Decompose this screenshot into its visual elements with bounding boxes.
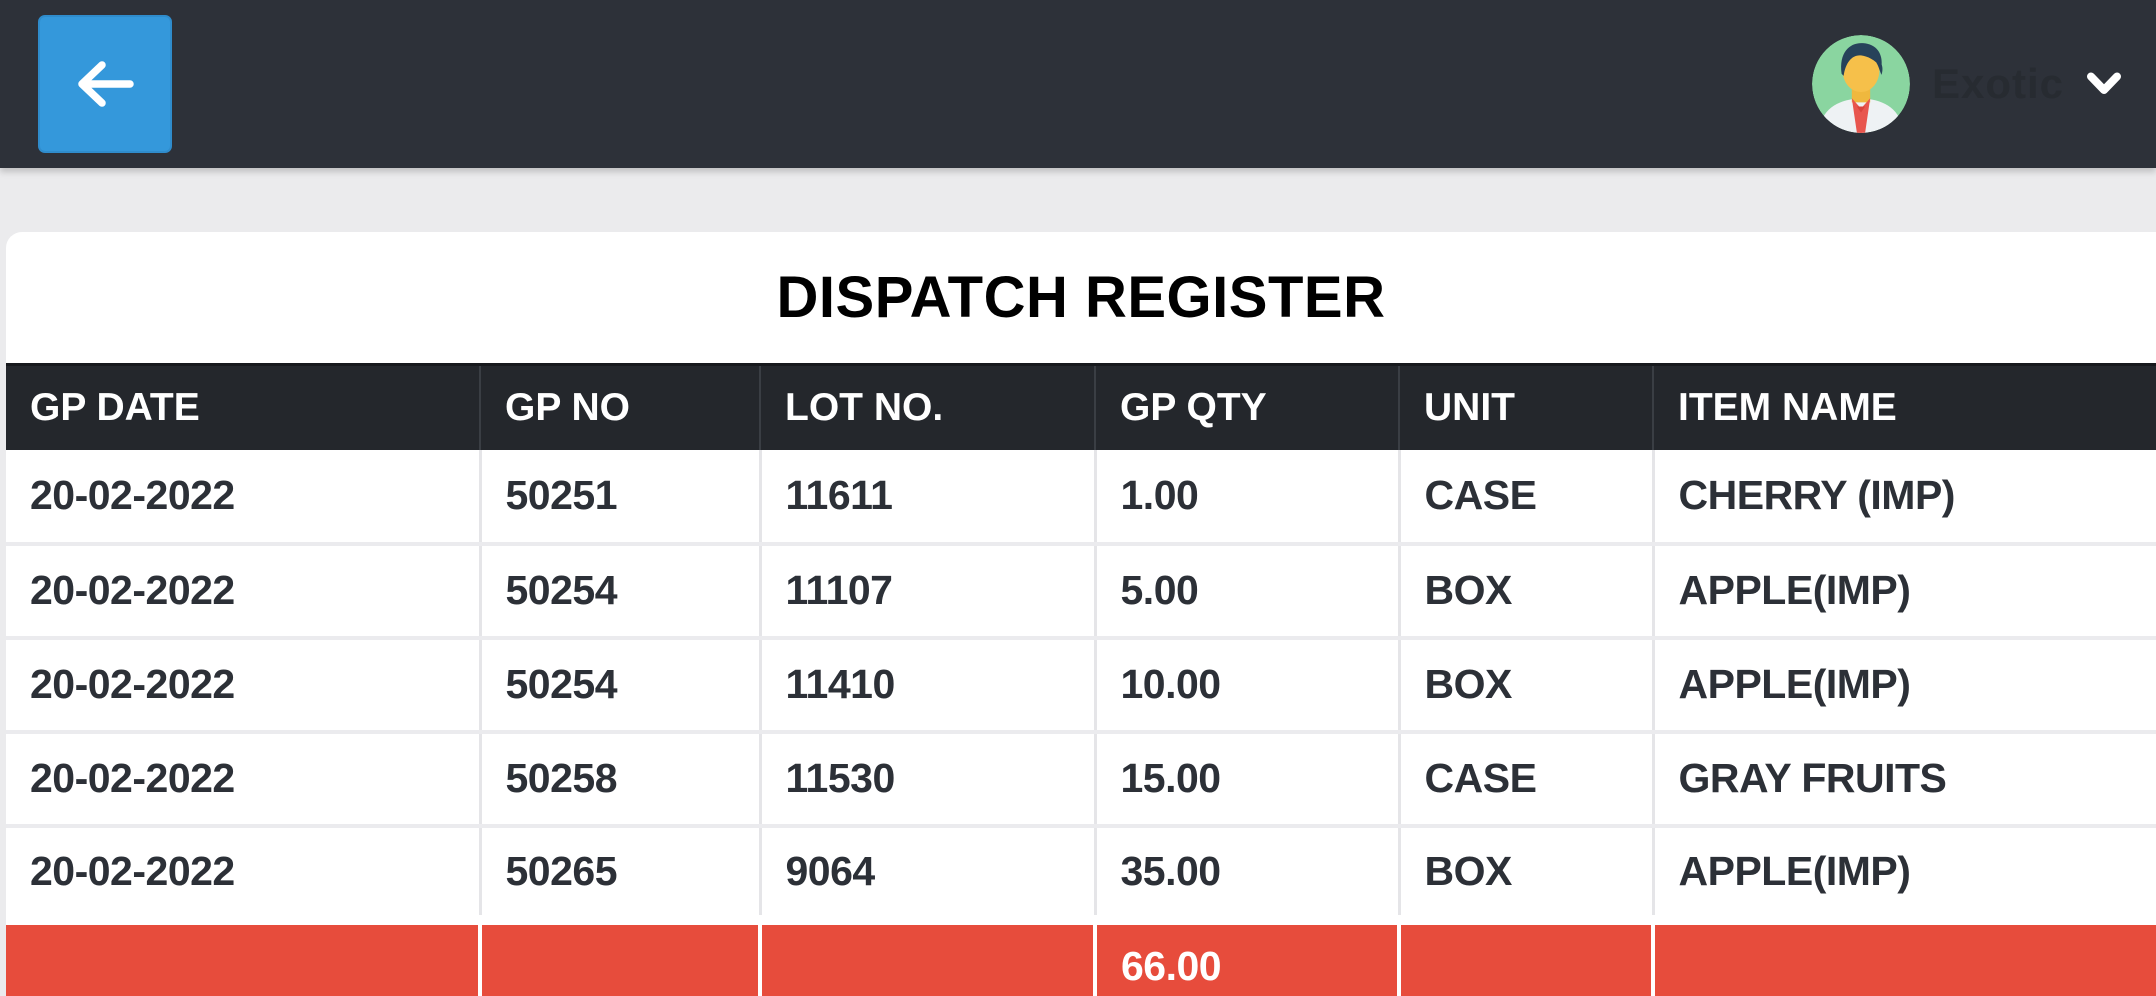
- cell-gp-date: 20-02-2022: [6, 637, 480, 734]
- total-row: 66.00: [6, 914, 2156, 996]
- cell-item-name: APPLE(IMP): [1651, 637, 2156, 734]
- page-title: DISPATCH REGISTER: [776, 265, 1386, 330]
- back-button[interactable]: [38, 15, 172, 153]
- dispatch-register-card: DISPATCH REGISTER GP DATE GP NO LOT NO. …: [6, 232, 2156, 996]
- table-header-row: GP DATE GP NO LOT NO. GP QTY UNIT ITEM N…: [6, 363, 2156, 450]
- cell-gp-no: 50254: [478, 543, 760, 640]
- total-cell-lot-no: [758, 914, 1095, 996]
- total-cell-item-name: [1651, 914, 2156, 996]
- cell-gp-qty: 1.00: [1093, 449, 1399, 546]
- table-row[interactable]: 20-02-2022 50254 11107 5.00 BOX APPLE(IM…: [6, 543, 2156, 640]
- user-menu-button[interactable]: [2078, 64, 2130, 104]
- cell-item-name: APPLE(IMP): [1651, 543, 2156, 640]
- column-header-gp-no[interactable]: GP NO: [479, 363, 760, 450]
- cell-lot-no: 11611: [758, 449, 1095, 546]
- column-header-gp-qty[interactable]: GP QTY: [1094, 363, 1399, 450]
- cell-unit: BOX: [1397, 543, 1653, 640]
- chevron-down-icon: [2086, 72, 2122, 96]
- cell-gp-date: 20-02-2022: [6, 731, 480, 828]
- cell-gp-date: 20-02-2022: [6, 449, 480, 546]
- column-header-gp-date[interactable]: GP DATE: [6, 363, 480, 450]
- cell-gp-no: 50254: [478, 637, 760, 734]
- top-navbar: Exotic: [0, 0, 2156, 168]
- total-cell-gp-no: [478, 914, 760, 996]
- title-bar: DISPATCH REGISTER: [6, 232, 2156, 363]
- user-avatar[interactable]: [1811, 35, 1910, 133]
- cell-gp-date: 20-02-2022: [6, 825, 480, 922]
- table-row[interactable]: 20-02-2022 50251 11611 1.00 CASE CHERRY …: [6, 449, 2156, 546]
- cell-gp-qty: 10.00: [1093, 637, 1399, 734]
- cell-gp-qty: 5.00: [1093, 543, 1399, 640]
- cell-unit: BOX: [1397, 637, 1653, 734]
- cell-unit: CASE: [1397, 449, 1653, 546]
- column-header-unit[interactable]: UNIT: [1398, 363, 1653, 450]
- cell-lot-no: 11107: [758, 543, 1095, 640]
- cell-gp-no: 50251: [478, 449, 760, 546]
- cell-item-name: CHERRY (IMP): [1651, 449, 2156, 546]
- table-body: 20-02-2022 50251 11611 1.00 CASE CHERRY …: [6, 449, 2156, 996]
- total-cell-gp-date: [6, 914, 480, 996]
- column-header-item-name[interactable]: ITEM NAME: [1652, 363, 2156, 450]
- table-row[interactable]: 20-02-2022 50265 9064 35.00 BOX APPLE(IM…: [6, 825, 2156, 922]
- column-header-lot-no[interactable]: LOT NO.: [759, 363, 1095, 450]
- cell-lot-no: 9064: [758, 825, 1095, 922]
- cell-item-name: APPLE(IMP): [1651, 825, 2156, 922]
- page-body: DISPATCH REGISTER GP DATE GP NO LOT NO. …: [0, 232, 2156, 996]
- arrow-left-icon: [74, 59, 136, 109]
- cell-lot-no: 11530: [758, 731, 1095, 828]
- cell-unit: CASE: [1397, 731, 1653, 828]
- cell-gp-no: 50258: [478, 731, 760, 828]
- cell-gp-qty: 15.00: [1093, 731, 1399, 828]
- dispatch-register-table: GP DATE GP NO LOT NO. GP QTY UNIT ITEM N…: [6, 363, 2156, 996]
- table-row[interactable]: 20-02-2022 50254 11410 10.00 BOX APPLE(I…: [6, 637, 2156, 734]
- total-cell-unit: [1397, 914, 1653, 996]
- navbar-right-group: Exotic: [1811, 0, 2130, 168]
- cell-lot-no: 11410: [758, 637, 1095, 734]
- table-row[interactable]: 20-02-2022 50258 11530 15.00 CASE GRAY F…: [6, 731, 2156, 828]
- cell-item-name: GRAY FRUITS: [1651, 731, 2156, 828]
- cell-unit: BOX: [1397, 825, 1653, 922]
- user-name-label: Exotic: [1931, 60, 2064, 107]
- cell-gp-date: 20-02-2022: [6, 543, 480, 640]
- total-cell-gp-qty: 66.00: [1093, 914, 1399, 996]
- table-header: GP DATE GP NO LOT NO. GP QTY UNIT ITEM N…: [6, 363, 2156, 450]
- cell-gp-no: 50265: [478, 825, 760, 922]
- cell-gp-qty: 35.00: [1093, 825, 1399, 922]
